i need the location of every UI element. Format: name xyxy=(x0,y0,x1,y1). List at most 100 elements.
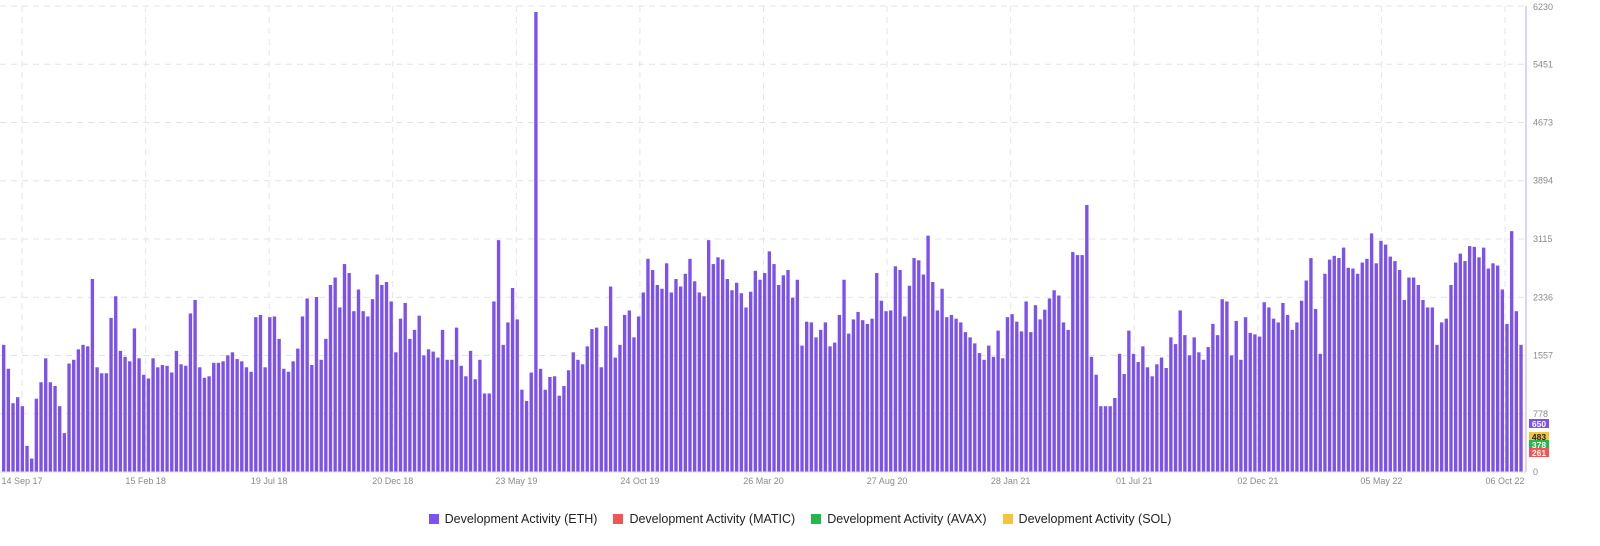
bar-eth[interactable] xyxy=(991,356,996,472)
bar-eth[interactable] xyxy=(95,367,99,472)
bar-eth[interactable] xyxy=(328,285,333,472)
bar-eth[interactable] xyxy=(361,311,365,472)
bar-eth[interactable] xyxy=(212,362,216,472)
bar-eth[interactable] xyxy=(114,296,118,472)
bar-eth[interactable] xyxy=(669,292,673,472)
bar-eth[interactable] xyxy=(431,351,435,472)
bar-eth[interactable] xyxy=(1397,270,1402,472)
bar-eth[interactable] xyxy=(123,356,127,472)
bar-eth[interactable] xyxy=(973,343,977,472)
bar-eth[interactable] xyxy=(1337,258,1341,472)
bar-eth[interactable] xyxy=(291,361,295,472)
bar-eth[interactable] xyxy=(1131,353,1136,472)
bar-eth[interactable] xyxy=(875,273,879,472)
bar-eth[interactable] xyxy=(179,364,183,472)
bar-eth[interactable] xyxy=(76,349,81,472)
bar-eth[interactable] xyxy=(1407,277,1411,472)
bar-eth[interactable] xyxy=(814,337,818,472)
bar-eth[interactable] xyxy=(226,355,230,472)
bar-eth[interactable] xyxy=(1477,257,1481,472)
bar-eth[interactable] xyxy=(739,293,744,472)
bar-eth[interactable] xyxy=(552,376,557,472)
bar-eth[interactable] xyxy=(538,368,543,472)
bar-eth[interactable] xyxy=(847,333,851,472)
bar-eth[interactable] xyxy=(622,314,627,472)
bar-eth[interactable] xyxy=(184,365,188,472)
bar-eth[interactable] xyxy=(375,274,379,472)
bar-eth[interactable] xyxy=(412,329,417,472)
bar-eth[interactable] xyxy=(1248,332,1252,472)
bar-eth[interactable] xyxy=(100,373,104,472)
bar-eth[interactable] xyxy=(422,355,426,472)
bar-eth[interactable] xyxy=(216,362,221,472)
bar-eth[interactable] xyxy=(1066,329,1070,472)
bar-eth[interactable] xyxy=(1290,329,1294,472)
bar-eth[interactable] xyxy=(151,358,155,472)
bar-eth[interactable] xyxy=(44,358,48,472)
bar-eth[interactable] xyxy=(893,266,898,472)
bar-eth[interactable] xyxy=(1467,246,1472,472)
bar-eth[interactable] xyxy=(1029,332,1033,472)
bar-eth[interactable] xyxy=(702,296,706,472)
bar-eth[interactable] xyxy=(599,367,603,472)
bar-eth[interactable] xyxy=(1341,247,1346,472)
bar-eth[interactable] xyxy=(664,263,669,472)
bar-eth[interactable] xyxy=(1033,305,1038,472)
bar-eth[interactable] xyxy=(912,258,916,472)
bar-eth[interactable] xyxy=(1369,233,1374,472)
bar-eth[interactable] xyxy=(767,251,772,472)
bar-eth[interactable] xyxy=(571,352,575,472)
bar-eth[interactable] xyxy=(641,292,645,472)
bar-eth[interactable] xyxy=(468,350,473,472)
bar-eth[interactable] xyxy=(1313,308,1318,472)
bar-eth[interactable] xyxy=(1453,262,1458,472)
bar-eth[interactable] xyxy=(650,270,655,472)
bar-eth[interactable] xyxy=(926,235,930,472)
bar-eth[interactable] xyxy=(296,348,300,472)
bar-eth[interactable] xyxy=(496,240,501,472)
legend-item-sol[interactable]: Development Activity (SOL) xyxy=(1002,512,1171,526)
bar-eth[interactable] xyxy=(543,389,547,472)
bar-eth[interactable] xyxy=(1299,300,1304,472)
bar-eth[interactable] xyxy=(1346,267,1350,472)
legend-item-eth[interactable]: Development Activity (ETH) xyxy=(428,512,597,526)
bar-eth[interactable] xyxy=(90,279,95,472)
bar-eth[interactable] xyxy=(202,377,207,472)
bar-eth[interactable] xyxy=(1159,357,1164,472)
bar-eth[interactable] xyxy=(1253,334,1257,472)
bar-eth[interactable] xyxy=(851,319,856,472)
bar-eth[interactable] xyxy=(1449,285,1453,472)
bar-eth[interactable] xyxy=(758,279,762,472)
bar-eth[interactable] xyxy=(931,282,935,472)
bar-eth[interactable] xyxy=(1015,321,1019,472)
bar-eth[interactable] xyxy=(1225,301,1229,472)
bar-eth[interactable] xyxy=(478,359,482,472)
bar-eth[interactable] xyxy=(1047,298,1052,472)
bar-eth[interactable] xyxy=(1509,231,1514,472)
bar-eth[interactable] xyxy=(146,378,151,473)
bar-eth[interactable] xyxy=(534,11,538,472)
bar-eth[interactable] xyxy=(1444,318,1448,472)
bar-eth[interactable] xyxy=(1085,204,1089,472)
bar-eth[interactable] xyxy=(1155,364,1159,472)
bar-eth[interactable] xyxy=(128,361,132,472)
bar-eth[interactable] xyxy=(25,445,29,472)
bar-eth[interactable] xyxy=(987,345,991,472)
bar-eth[interactable] xyxy=(403,302,407,472)
bar-eth[interactable] xyxy=(1192,337,1196,472)
bar-eth[interactable] xyxy=(39,382,43,472)
bar-eth[interactable] xyxy=(356,289,361,472)
bar-eth[interactable] xyxy=(837,314,842,472)
bar-eth[interactable] xyxy=(1519,344,1523,472)
bar-eth[interactable] xyxy=(1491,263,1495,472)
bar-eth[interactable] xyxy=(688,258,692,472)
bar-eth[interactable] xyxy=(501,344,505,472)
bar-eth[interactable] xyxy=(314,296,319,472)
bar-eth[interactable] xyxy=(1201,359,1206,472)
bar-eth[interactable] xyxy=(207,376,211,472)
bar-eth[interactable] xyxy=(338,307,342,472)
bar-eth[interactable] xyxy=(711,264,715,472)
bar-eth[interactable] xyxy=(1178,310,1182,472)
bar-eth[interactable] xyxy=(655,285,659,472)
bar-eth[interactable] xyxy=(1514,311,1519,472)
